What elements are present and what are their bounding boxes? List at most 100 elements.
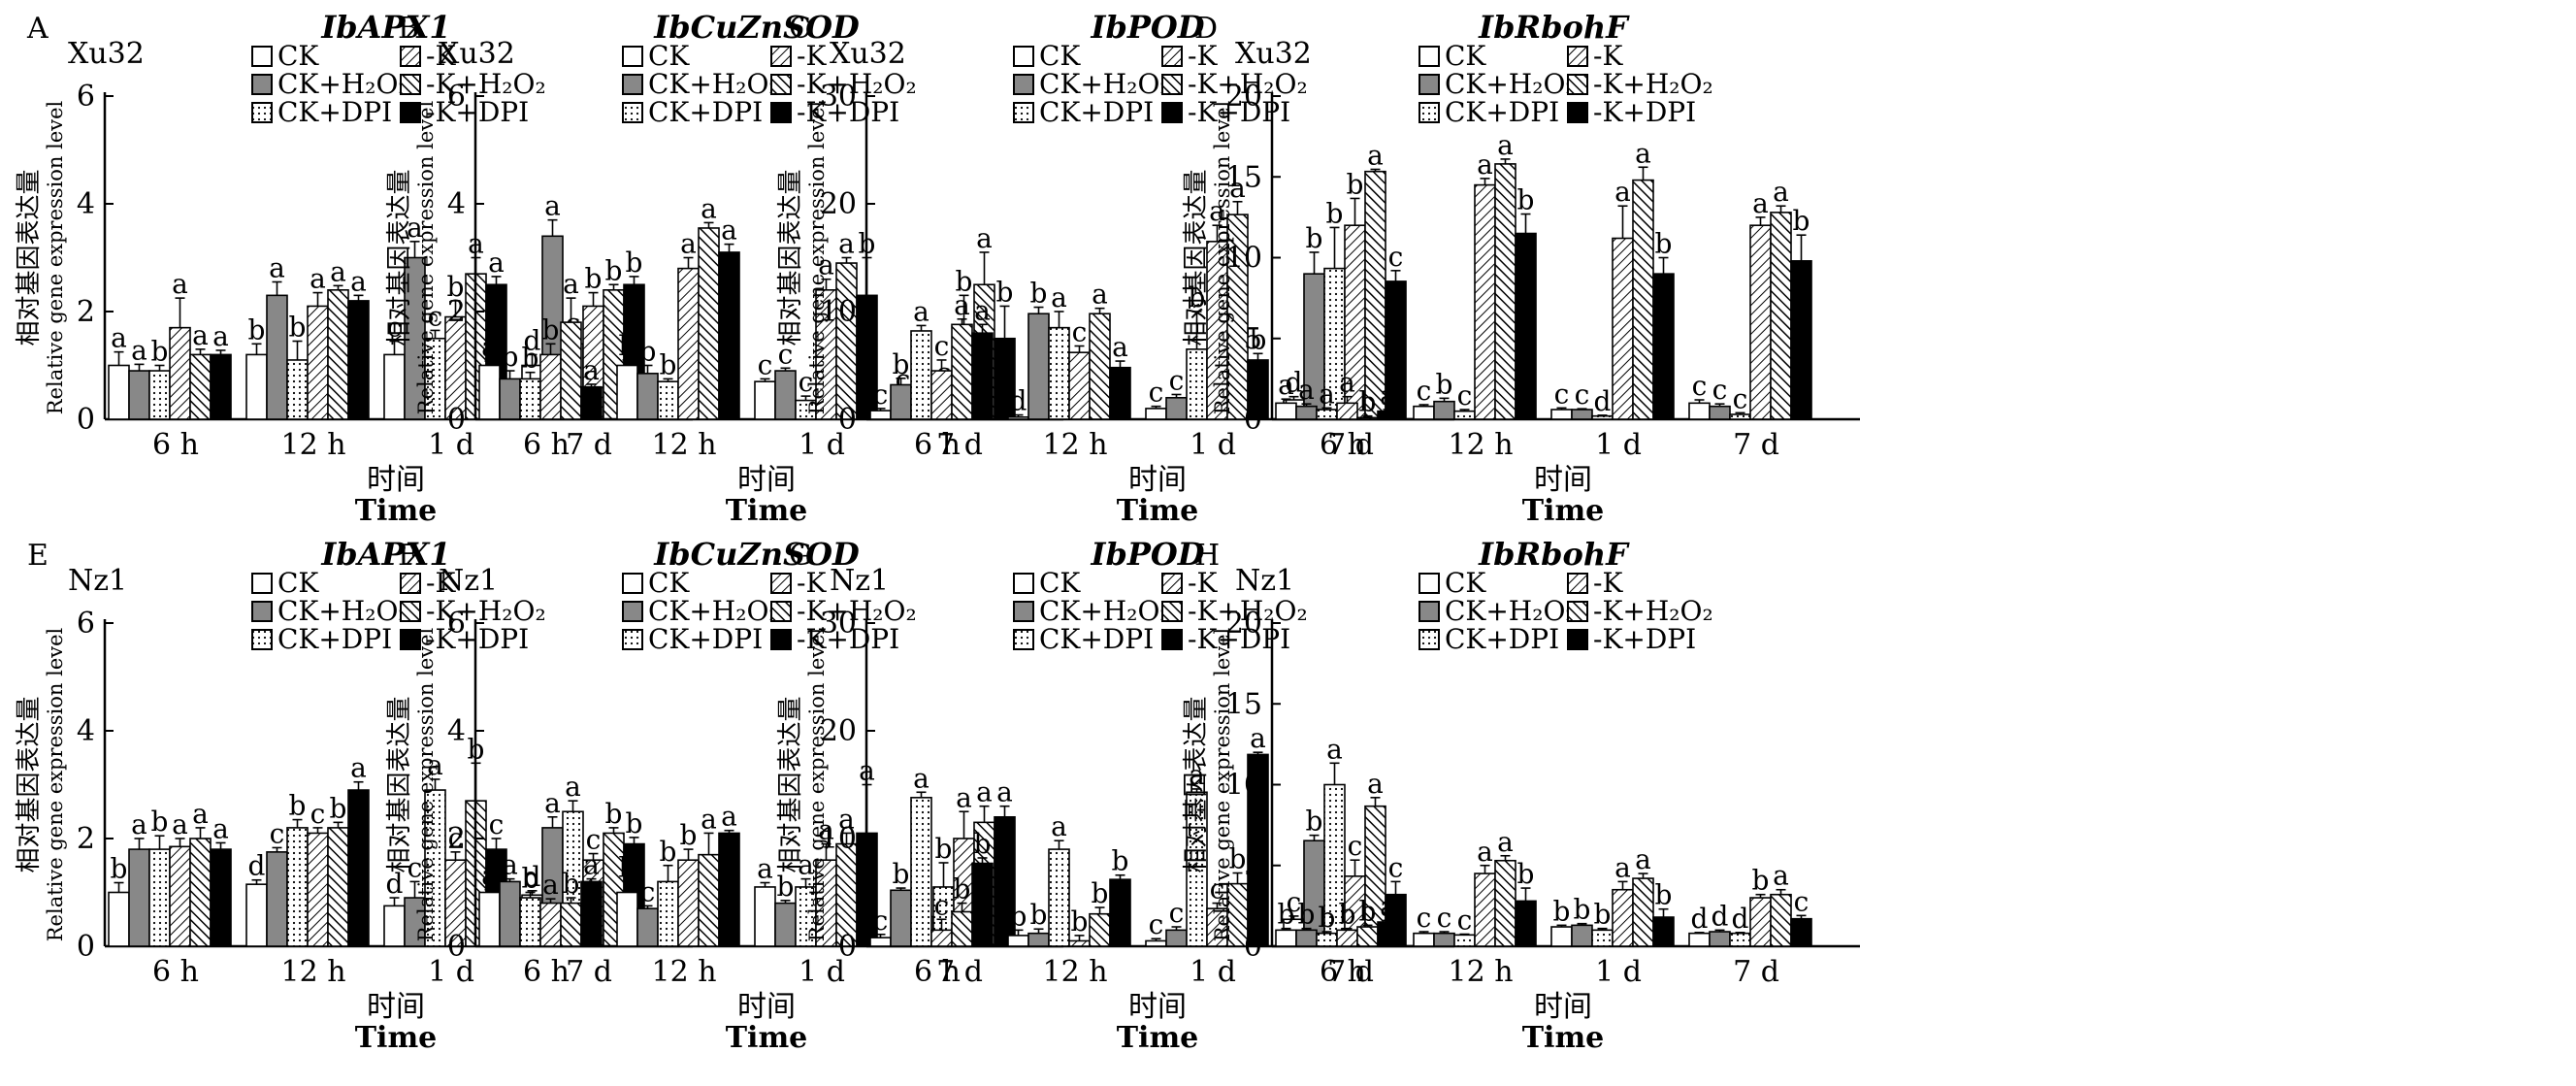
bar [657, 380, 679, 420]
significance-letter: d [1010, 385, 1027, 417]
bar [657, 880, 679, 947]
significance-letter: b [639, 336, 657, 368]
legend-label: CK+H₂O₂ [1039, 595, 1171, 627]
y-axis-title-en: Relative gene expression level [44, 100, 67, 414]
significance-letter: b [954, 873, 971, 905]
x-tick-label: 12 h [1042, 955, 1107, 989]
bar [210, 848, 232, 947]
significance-letter: b [1347, 168, 1364, 200]
bar [128, 848, 150, 947]
x-tick-label: 1 d [799, 955, 845, 989]
legend-label: -K+H₂O₂ [426, 595, 546, 627]
bar [1770, 893, 1792, 947]
bar [1007, 935, 1029, 947]
bar [1433, 400, 1455, 420]
significance-letter: a [974, 294, 991, 326]
y-tick-label: 15 [1225, 160, 1262, 194]
significance-letter: a [680, 228, 697, 260]
legend-swatch [1161, 46, 1183, 67]
significance-letter: d [524, 324, 541, 356]
bar [951, 323, 973, 420]
x-axis-title-cn: 时间 [737, 990, 796, 1024]
bar [1089, 912, 1111, 947]
significance-letter: b [151, 806, 169, 838]
x-tick-label: 6 h [152, 428, 199, 462]
significance-letter: a [954, 289, 970, 321]
bar [478, 891, 501, 947]
legend-swatch [622, 74, 643, 95]
significance-letter: c [1388, 241, 1404, 273]
bar [1453, 410, 1476, 420]
significance-letter: c [1554, 378, 1570, 410]
bar [1165, 929, 1188, 947]
y-tick-label: 6 [447, 80, 466, 114]
significance-letter: c [448, 822, 464, 854]
legend-label: CK [277, 40, 319, 72]
bar [499, 378, 521, 420]
significance-letter: c [1417, 902, 1432, 934]
significance-letter: a [1298, 374, 1315, 406]
legend-label: CK+DPI [1445, 96, 1559, 128]
bar [1027, 932, 1050, 947]
x-tick-label: 12 h [651, 955, 716, 989]
gene-title: IbAPX1 [320, 536, 450, 573]
significance-letter: a [1614, 851, 1631, 883]
x-tick-label: 7 d [1733, 428, 1779, 462]
significance-letter: c [1712, 374, 1728, 406]
legend-label: -K+DPI [426, 96, 529, 128]
significance-letter: c [1457, 379, 1473, 411]
legend-label: CK+H₂O₂ [1445, 595, 1577, 627]
bar [307, 832, 329, 947]
bar [1377, 921, 1399, 947]
legend-label: CK+H₂O₂ [277, 595, 409, 627]
bar [890, 889, 912, 947]
significance-letter: c [428, 300, 443, 332]
bar [1089, 313, 1111, 420]
gene-title: IbCuZnSOD [653, 536, 860, 573]
legend-swatch [622, 46, 643, 67]
x-axis-title-en: Time [1522, 494, 1605, 528]
significance-letter: c [1457, 905, 1473, 937]
significance-letter: b [605, 798, 623, 830]
significance-letter: b [956, 265, 973, 297]
significance-letter: c [873, 378, 889, 411]
significance-letter: b [1229, 843, 1247, 875]
panel-h: HNz1IbRbohFCKCK+H₂O₂CK+DPI-K-K+H₂O₂-K+DP… [1182, 536, 1860, 1055]
bar [1632, 877, 1654, 947]
significance-letter: c [1072, 316, 1088, 348]
bar [286, 827, 309, 947]
bar [539, 353, 562, 420]
x-tick-label: 6 h [1320, 955, 1366, 989]
legend-label: CK [277, 567, 319, 599]
legend-label: -K [797, 40, 827, 72]
bar [1068, 351, 1091, 420]
bar [210, 353, 232, 420]
legend-swatch [1013, 46, 1034, 67]
legend-swatch [400, 102, 421, 123]
significance-letter: b [522, 343, 539, 375]
significance-letter: a [1497, 826, 1514, 858]
legend-label: -K+H₂O₂ [1188, 68, 1308, 100]
significance-letter: a [1051, 810, 1067, 842]
y-axis-title-en: Relative gene expression level [805, 100, 829, 414]
significance-letter: b [522, 863, 539, 895]
significance-letter: b [1752, 865, 1770, 897]
bar [1612, 237, 1634, 420]
significance-letter: b [502, 341, 519, 373]
significance-letter: a [407, 212, 423, 244]
bar [1145, 408, 1167, 420]
legend-label: -K+H₂O₂ [426, 68, 546, 100]
y-tick-label: 10 [1225, 242, 1262, 276]
bar [580, 385, 603, 420]
legend-swatch [400, 573, 421, 594]
significance-letter: c [1169, 897, 1185, 929]
significance-letter: d [386, 868, 404, 900]
x-tick-label: 12 h [1042, 428, 1107, 462]
legend-label: CK+H₂O₂ [1445, 68, 1577, 100]
gene-title: IbRbohF [1478, 9, 1630, 46]
significance-letter: a [976, 776, 993, 808]
bar [1474, 872, 1496, 947]
legend-swatch [1418, 629, 1440, 650]
bar [1494, 163, 1516, 420]
y-tick-label: 2 [77, 822, 95, 856]
